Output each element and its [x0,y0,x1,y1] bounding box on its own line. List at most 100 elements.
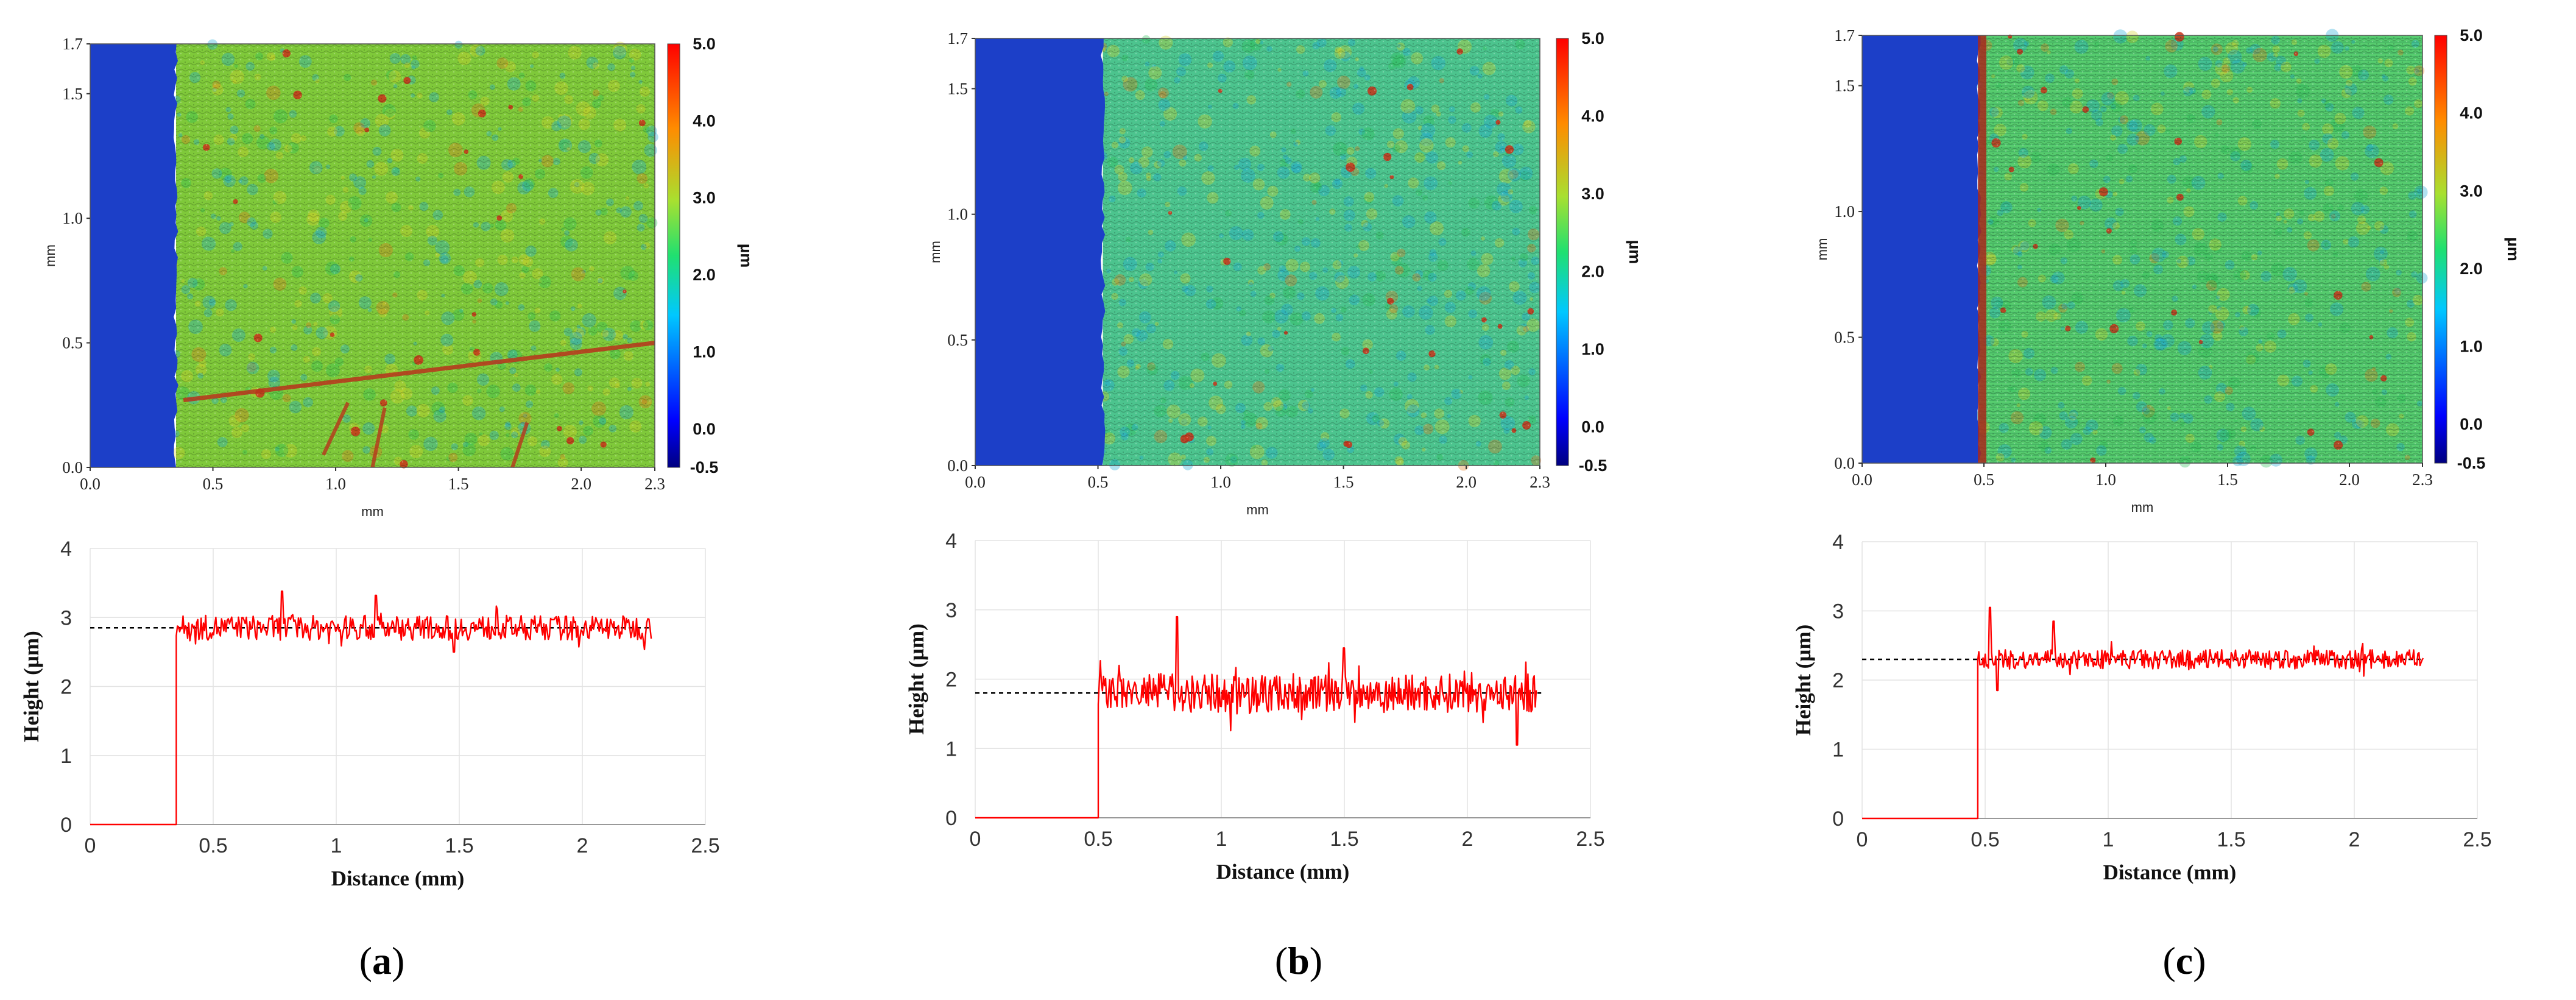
x-axis-label: mm [2131,500,2154,515]
y-tick-label: 3 [945,599,957,622]
x-tick-label: 1.5 [1330,828,1358,851]
x-tick-label: 1.5 [448,475,469,493]
scratch-line [183,341,655,403]
step-edge-ridge [1978,35,1986,463]
height-profile-line [975,615,1537,819]
x-axis-label: Distance (mm) [1216,860,1350,884]
colorbar-tick-label: 1.0 [693,342,716,361]
colorbar-tick-label: 5.0 [693,35,716,53]
y-tick-label: 1.5 [1834,77,1855,95]
y-tick-label: 3 [1832,600,1844,623]
x-tick-label: 0.5 [1974,470,1994,489]
colorbar-tick-label: 3.0 [2460,182,2483,200]
panel-caption: (a) [359,939,405,982]
colorbar-tick-label: 4.0 [1581,107,1604,125]
x-tick-label: 1.0 [325,475,346,493]
plot-frame [1861,35,2423,464]
y-tick-label: 1 [1832,739,1844,762]
colorbar [1556,38,1569,466]
colorbar [667,43,680,468]
x-tick-label: 0 [1857,828,1868,851]
surface-texture [1979,35,2422,463]
colorbar-tick-label: 1.0 [1581,340,1604,358]
colorbar-tick-label: 3.0 [1581,185,1604,203]
profile-panel-c: 0 0.5 1 1.5 2 2.5 0 1 2 3 4 Distance (mm) Height (µm… [1791,531,2492,884]
x-tick-label: 2 [1462,828,1473,851]
panel-caption: (c) [2162,939,2206,982]
y-axis-label: mm [928,241,943,263]
y-tick-label: 0.5 [62,334,83,352]
scratch-line [510,422,529,468]
y-tick-label: 1 [945,737,957,761]
profile-panel-b: 0 0.5 1 1.5 2 2.5 0 1 2 3 4 Distance (mm) Height (µm… [905,530,1605,884]
x-tick-label: 2.3 [644,475,665,493]
x-tick-label: 2.3 [2412,470,2433,489]
y-tick-label: 4 [60,537,72,561]
colorbar-tick-label: -0.5 [690,458,719,477]
x-tick-label: 2.5 [2463,828,2491,851]
colorbar-label: µm [2504,237,2522,261]
x-tick-label: 0.5 [203,475,224,493]
colorbar-tick-label: 5.0 [1581,29,1604,48]
profile-panel-a: 0 0.5 1 1.5 2 2.5 0 1 2 3 4 Distance (mm) Height (µm… [19,537,720,890]
y-tick-label: 0 [1832,807,1844,831]
x-axis-label: Distance (mm) [331,867,465,890]
panel-caption-letter: a [372,939,392,982]
y-axis-label: Height (µm) [19,631,43,742]
colorbar-tick-label: 5.0 [2460,26,2483,44]
colorbar-tick-label: -0.5 [1579,456,1607,475]
x-tick-label: 2.0 [571,475,591,493]
x-tick-label: 1 [2103,828,2114,851]
x-tick-label: 2.0 [1456,473,1477,491]
colorbar-tick-label: 2.0 [2460,260,2483,278]
y-tick-label: 0 [60,814,72,837]
y-tick-label: 1.7 [947,29,968,48]
colorbar-tick-label: 4.0 [2460,104,2483,122]
plot-frame [90,43,655,468]
height-profile-line [90,590,652,826]
x-tick-label: 0.0 [965,473,986,491]
substrate-region [975,38,1106,466]
x-tick-label: 0.5 [1084,828,1112,851]
y-tick-label: 1.5 [947,79,968,98]
x-tick-label: 1.0 [1210,473,1231,491]
x-tick-label: 2.5 [691,834,719,857]
surface-texture [176,44,655,467]
colorbar-tick-label: 0.0 [693,420,716,438]
y-tick-label: 1.7 [1834,26,1855,44]
heatmap-panel-a: 0.0 0.5 1.0 1.5 2.0 2.3 0.0 0.5 1.0 1.5 1.7 mm mm -0.… [43,35,755,519]
y-tick-label: 4 [1832,531,1844,554]
heatmap-panel-b: 0.0 0.5 1.0 1.5 2.0 2.3 0.0 0.5 1.0 1.5 1.7 mm mm -0.… [928,29,1644,517]
y-tick-label: 4 [945,530,957,553]
colorbar-label: µm [1626,240,1644,264]
x-tick-label: 1.5 [1333,473,1354,491]
y-tick-label: 1.7 [62,35,83,53]
y-tick-label: 1.0 [62,209,83,227]
x-tick-label: 2.0 [2339,470,2360,489]
x-tick-label: 2.5 [1576,828,1604,851]
y-tick-label: 1 [60,745,72,768]
x-tick-label: 0.5 [1088,473,1109,491]
x-tick-label: 0.0 [80,475,101,493]
y-tick-label: 0.5 [947,331,968,349]
y-tick-label: 1.5 [62,85,83,103]
y-axis-label: mm [43,244,58,267]
colorbar-tick-label: 2.0 [693,266,716,284]
colorbar-label: µm [737,244,755,268]
y-tick-label: 2 [945,668,957,692]
substrate-region [90,44,178,467]
y-tick-label: 1.0 [947,205,968,224]
panel-caption-letter: b [1288,939,1310,982]
x-tick-label: 1.5 [2217,470,2238,489]
y-tick-label: 0.0 [1834,454,1855,472]
x-tick-label: 1 [331,834,342,857]
x-axis-label: Distance (mm) [2103,860,2237,884]
colorbar-tick-label: 3.0 [693,189,716,207]
y-axis-label: mm [1815,238,1830,261]
panel-caption: (b) [1275,939,1322,982]
x-axis-label: mm [361,504,384,519]
colorbar-tick-label: 4.0 [693,112,716,130]
colorbar-tick-label: 1.0 [2460,338,2483,356]
y-tick-label: 0.0 [947,456,968,475]
